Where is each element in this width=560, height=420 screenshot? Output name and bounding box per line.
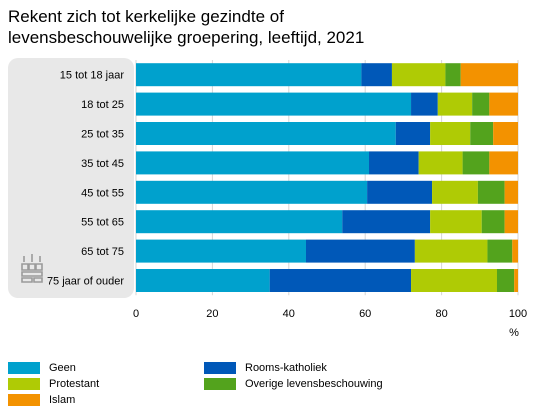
bar-segment	[367, 180, 433, 204]
bar-segment	[369, 151, 419, 175]
chart-title-line-1: Rekent zich tot kerkelijke gezindte of	[8, 7, 284, 26]
bar-segment	[414, 239, 488, 263]
bar-segment	[437, 92, 473, 116]
chart-title: Rekent zich tot kerkelijke gezindte of l…	[8, 6, 548, 48]
category-label: 18 tot 25	[81, 99, 124, 111]
bar-segment	[432, 180, 478, 204]
bar-segment	[136, 180, 368, 204]
category-label: 35 tot 45	[81, 158, 124, 170]
legend-swatch	[204, 362, 236, 374]
category-labels: 15 tot 18 jaar 18 tot 25 25 tot 35 35 tot 4…	[47, 70, 124, 288]
category-label: 15 tot 18 jaar	[60, 70, 125, 82]
legend-swatch	[8, 378, 40, 390]
bar-segment	[493, 122, 518, 145]
legend-item: Rooms-katholiek	[204, 360, 327, 376]
legend-swatch	[8, 362, 40, 374]
bar-segment	[430, 210, 482, 234]
bars	[136, 63, 518, 292]
x-tick-label: 20	[206, 308, 218, 320]
bar-segment	[269, 269, 412, 292]
bar-segment	[136, 269, 270, 292]
x-tick-label: 0	[133, 308, 139, 320]
legend-label: Overige levensbeschouwing	[245, 378, 383, 390]
bar-segment	[136, 210, 343, 234]
legend-label: Rooms-katholiek	[245, 362, 327, 374]
category-label: 65 tot 75	[81, 246, 124, 258]
x-tick-label: 60	[359, 308, 371, 320]
bar-segment	[481, 210, 505, 234]
bar-segment	[305, 239, 415, 263]
bar-segment	[445, 63, 461, 87]
legend-item: Geen	[8, 360, 76, 376]
bar-segment	[395, 122, 431, 145]
category-label-panel	[8, 58, 134, 298]
bar-segment	[504, 180, 518, 204]
category-label: 25 tot 35	[81, 129, 124, 141]
bar-segment	[136, 122, 396, 145]
bar-segment	[477, 180, 505, 204]
bar-segment	[418, 151, 463, 175]
stacked-bar-chart: 15 tot 18 jaar 18 tot 25 25 tot 35 35 tot 4…	[8, 58, 527, 339]
bar-segment	[411, 92, 438, 116]
cbs-logo-icon	[21, 254, 43, 283]
bar-segment	[470, 122, 494, 145]
bar-segment	[496, 269, 515, 292]
bar-segment	[460, 63, 518, 87]
legend-label: Islam	[49, 394, 76, 406]
legend-item: Protestant	[8, 376, 99, 392]
bar-segment	[342, 210, 431, 234]
bar-segment	[472, 92, 490, 116]
legend: Geen Rooms-katholiek Protestant Overige lev…	[0, 352, 560, 420]
bar-segment	[462, 151, 490, 175]
bar-segment	[489, 151, 518, 175]
x-tick-label: 80	[435, 308, 447, 320]
bar-segment	[489, 92, 518, 116]
bar-segment	[487, 239, 513, 263]
category-label: 45 tot 55	[81, 187, 124, 199]
bar-segment	[430, 122, 471, 145]
legend-item: Overige levensbeschouwing	[204, 376, 383, 392]
legend-swatch	[8, 394, 40, 406]
bar-segment	[512, 239, 518, 263]
bar-segment	[136, 92, 412, 116]
category-label: 75 jaar of ouder	[47, 276, 124, 288]
bar-segment	[136, 239, 306, 263]
bar-segment	[411, 269, 497, 292]
bar-segment	[391, 63, 446, 87]
x-axis-unit-label: %	[509, 327, 519, 339]
bar-segment	[136, 151, 370, 175]
legend-item: Islam	[8, 392, 75, 408]
legend-label: Geen	[49, 362, 76, 374]
bar-segment	[136, 63, 362, 87]
x-tick-label: 40	[283, 308, 295, 320]
category-label: 55 tot 65	[81, 217, 124, 229]
bar-segment	[361, 63, 392, 87]
x-tick-label: 100	[509, 308, 527, 320]
bar-segment	[514, 269, 518, 292]
legend-label: Protestant	[49, 378, 100, 390]
bar-segment	[504, 210, 518, 234]
chart-title-line-2: levensbeschouwelijke groepering, leeftij…	[8, 28, 365, 47]
legend-swatch	[204, 378, 236, 390]
x-axis-ticks: 0 20 40 60 80 100	[133, 308, 527, 320]
